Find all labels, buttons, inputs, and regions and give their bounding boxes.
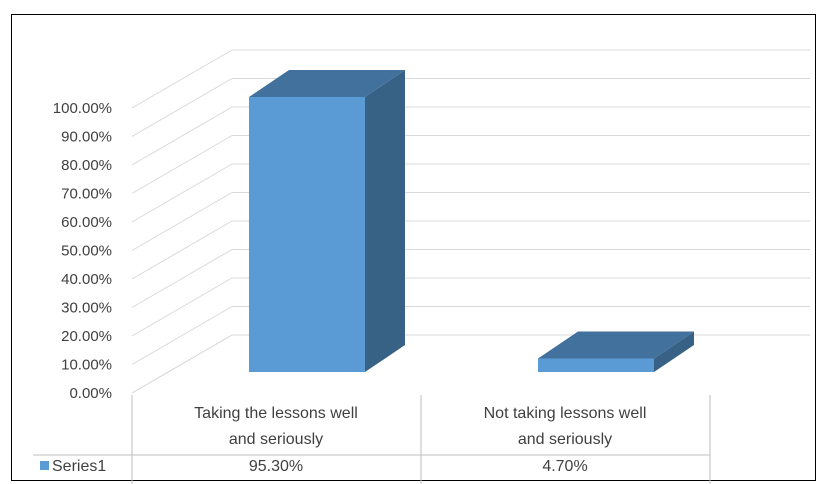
gridlines [131, 49, 810, 394]
data-cell-1: 95.30% [249, 458, 303, 475]
y-tick-label-9: 90.00% [61, 129, 112, 146]
y-tick-label-3: 30.00% [61, 300, 112, 317]
y-tick-label-4: 40.00% [61, 271, 112, 288]
category-label-1-line-1: Taking the lessons well [194, 405, 358, 422]
bars [249, 70, 694, 372]
gridline-side-7 [131, 135, 233, 194]
bar-top-2 [538, 331, 694, 359]
y-tick-label-8: 80.00% [61, 157, 112, 174]
gridline-side-10 [131, 49, 233, 109]
y-tick-label-10: 100.00% [53, 100, 112, 117]
legend-label-series1: Series1 [52, 458, 106, 475]
gridline-side-4 [131, 220, 233, 280]
gridline-side-8 [131, 106, 233, 166]
category-label-2-line-1: Not taking lessons well [484, 405, 647, 422]
bar-top-1 [249, 70, 405, 97]
legend-key-series1 [40, 461, 49, 470]
y-tick-label-5: 50.00% [61, 243, 112, 260]
y-axis-ticks: 0.00% 10.00% 20.00% 30.00% 40.00% 50.00% 60.00… [53, 100, 112, 402]
y-tick-label-1: 10.00% [61, 357, 112, 374]
category-label-1-line-2: and seriously [229, 431, 323, 448]
gridline-side-3 [131, 249, 233, 308]
bar-side-1 [365, 70, 405, 372]
chart-frame [11, 14, 816, 481]
gridline-side-2 [131, 277, 233, 337]
data-cell-2: 4.70% [542, 458, 587, 475]
data-table: Taking the lessons well and seriously No… [33, 395, 711, 484]
floor-edge [131, 334, 233, 394]
gridline-side-9 [131, 78, 233, 137]
gridline-side-6 [131, 163, 233, 223]
bar-front-2 [538, 358, 654, 372]
y-tick-label-7: 70.00% [61, 186, 112, 203]
y-tick-label-2: 20.00% [61, 328, 112, 345]
bar-front-1 [249, 97, 365, 372]
gridline-side-1 [131, 306, 233, 365]
y-tick-label-0: 0.00% [69, 385, 112, 402]
gridline-side-5 [131, 192, 233, 251]
category-label-2-line-2: and seriously [518, 431, 612, 448]
y-tick-label-6: 60.00% [61, 214, 112, 231]
bar-side-2 [654, 331, 694, 372]
